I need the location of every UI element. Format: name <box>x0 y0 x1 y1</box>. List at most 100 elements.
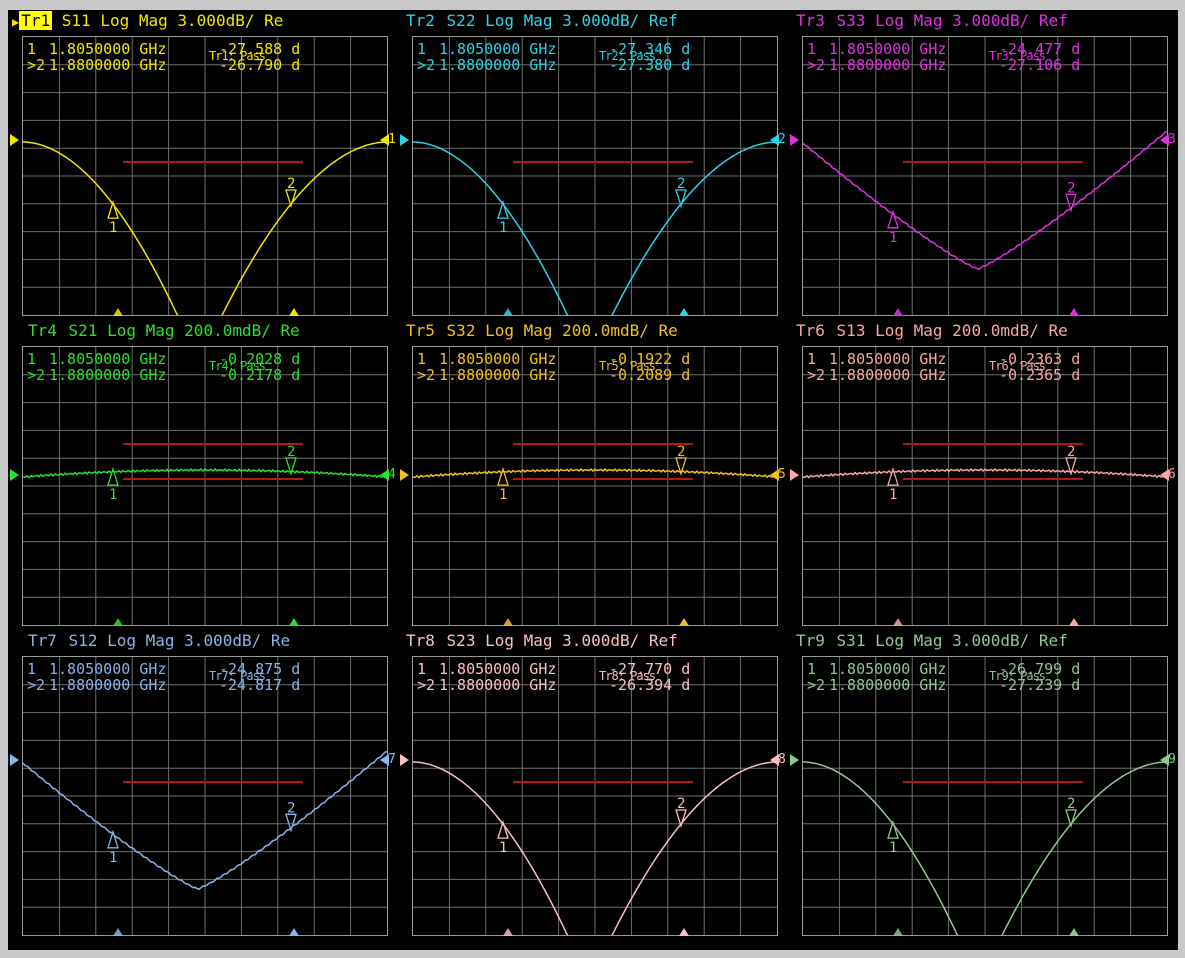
trace-tag[interactable]: Tr6 <box>796 321 825 340</box>
reference-left-arrow-icon[interactable] <box>10 754 19 766</box>
reference-left-arrow-icon[interactable] <box>400 469 409 481</box>
marker-number: 2 <box>1067 796 1075 812</box>
scale-label: 200.0mdB/ <box>952 321 1039 340</box>
trace-title[interactable]: Tr4 S21 Log Mag 200.0mdB/ Re <box>8 320 300 342</box>
marker-frequency: 1.8800000 GHz <box>829 367 947 383</box>
marker-readout-1: 1 1.8050000 GHz -24.477 d <box>803 41 1167 57</box>
trace-panel-tr4[interactable]: Tr4 S21 Log Mag 200.0mdB/ Re 1 2 1 1.8050000… <box>8 320 396 628</box>
trace-line <box>23 750 387 891</box>
trace-panel-tr1[interactable]: ▶ Tr1 S11 Log Mag 3.000dB/ Re 1 2 1 1.8050000… <box>8 10 396 318</box>
stimulus-marker-2-icon[interactable] <box>679 308 689 316</box>
marker-frequency: 1.8050000 GHz <box>49 661 167 677</box>
reference-right-arrow-icon[interactable] <box>380 469 389 481</box>
trace-title[interactable]: ▶ Tr1 S11 Log Mag 3.000dB/ Re <box>8 10 283 32</box>
marker-2-icon: 2 <box>285 444 297 477</box>
reference-left-arrow-icon[interactable] <box>400 134 409 146</box>
reference-right-arrow-icon[interactable] <box>1160 754 1169 766</box>
reference-right-arrow-icon[interactable] <box>380 754 389 766</box>
trace-title[interactable]: Tr6 S13 Log Mag 200.0mdB/ Re <box>788 320 1068 342</box>
plot-area[interactable]: 1 2 1 1.8050000 GHz -26.799 d >2 1.8800000 GHz… <box>802 656 1168 936</box>
reference-right-arrow-icon[interactable] <box>770 754 779 766</box>
stimulus-marker-2-icon[interactable] <box>289 928 299 936</box>
trace-title[interactable]: Tr7 S12 Log Mag 3.000dB/ Re <box>8 630 290 652</box>
marker-index: 1 <box>417 661 427 677</box>
trace-title[interactable]: Tr9 S31 Log Mag 3.000dB/ Ref <box>788 630 1068 652</box>
marker-frequency: 1.8050000 GHz <box>829 41 947 57</box>
trace-title[interactable]: Tr8 S23 Log Mag 3.000dB/ Ref <box>398 630 678 652</box>
reference-left-arrow-icon[interactable] <box>10 134 19 146</box>
reference-left-arrow-icon[interactable] <box>790 754 799 766</box>
trace-tag[interactable]: Tr8 <box>406 631 435 650</box>
marker-2-icon: 2 <box>675 176 687 209</box>
reference-left-arrow-icon[interactable] <box>790 134 799 146</box>
marker-readout-1: 1 1.8050000 GHz -27.588 d <box>23 41 387 57</box>
trace-title[interactable]: Tr5 S32 Log Mag 200.0mdB/ Re <box>398 320 678 342</box>
marker-index: >2 <box>417 57 436 73</box>
plot-area[interactable]: 1 2 1 1.8050000 GHz -27.588 d >2 1.8800000 GHz… <box>22 36 388 316</box>
trace-panel-tr6[interactable]: Tr6 S13 Log Mag 200.0mdB/ Re 1 2 1 1.8050000… <box>788 320 1176 628</box>
stimulus-marker-1-icon[interactable] <box>893 618 903 626</box>
trace-line <box>803 761 1167 935</box>
stimulus-marker-2-icon[interactable] <box>289 618 299 626</box>
trace-panel-tr5[interactable]: Tr5 S32 Log Mag 200.0mdB/ Re 1 2 1 1.8050000… <box>398 320 786 628</box>
reference-left-arrow-icon[interactable] <box>400 754 409 766</box>
stimulus-marker-2-icon[interactable] <box>679 928 689 936</box>
stimulus-marker-2-icon[interactable] <box>1069 618 1079 626</box>
stimulus-marker-1-icon[interactable] <box>113 618 123 626</box>
trace-tag[interactable]: Tr3 <box>796 11 825 30</box>
reference-right-arrow-icon[interactable] <box>770 134 779 146</box>
plot-area[interactable]: 1 2 1 1.8050000 GHz -0.2363 d >2 1.8800000 GHz… <box>802 346 1168 626</box>
trace-end-label: 4 <box>388 467 396 482</box>
stimulus-marker-1-icon[interactable] <box>503 928 513 936</box>
trace-panel-tr9[interactable]: Tr9 S31 Log Mag 3.000dB/ Ref 1 2 1 1.8050000… <box>788 630 1176 938</box>
format-label: Log Mag <box>100 11 168 30</box>
reference-right-arrow-icon[interactable] <box>1160 134 1169 146</box>
plot-area[interactable]: 1 2 1 1.8050000 GHz -27.770 d >2 1.8800000 GHz… <box>412 656 778 936</box>
stimulus-marker-1-icon[interactable] <box>113 928 123 936</box>
stimulus-marker-1-icon[interactable] <box>503 308 513 316</box>
plot-area[interactable]: 1 2 1 1.8050000 GHz -24.477 d >2 1.8800000 GHz… <box>802 36 1168 316</box>
marker-1-icon: 1 <box>887 209 899 246</box>
marker-readout-1: 1 1.8050000 GHz -27.770 d <box>413 661 777 677</box>
stimulus-marker-1-icon[interactable] <box>503 618 513 626</box>
reference-right-arrow-icon[interactable] <box>380 134 389 146</box>
marker-index: 1 <box>807 41 817 57</box>
marker-index: >2 <box>27 57 46 73</box>
trace-tag[interactable]: Tr1 <box>19 11 53 30</box>
ref-label: Re <box>264 11 284 30</box>
trace-panel-tr3[interactable]: Tr3 S33 Log Mag 3.000dB/ Ref 1 2 1 1.8050000… <box>788 10 1176 318</box>
trace-panel-tr8[interactable]: Tr8 S23 Log Mag 3.000dB/ Ref 1 2 1 1.8050000… <box>398 630 786 938</box>
trace-end-label: 1 <box>388 132 396 147</box>
trace-tag[interactable]: Tr7 <box>28 631 57 650</box>
stimulus-marker-2-icon[interactable] <box>289 308 299 316</box>
trace-panel-tr2[interactable]: Tr2 S22 Log Mag 3.000dB/ Ref 1 2 1 1.8050000… <box>398 10 786 318</box>
ref-label: Ref <box>648 631 678 650</box>
plot-area[interactable]: 1 2 1 1.8050000 GHz -27.346 d >2 1.8800000 GHz… <box>412 36 778 316</box>
trace-panel-tr7[interactable]: Tr7 S12 Log Mag 3.000dB/ Re 1 2 1 1.8050000 … <box>8 630 396 938</box>
plot-area[interactable]: 1 2 1 1.8050000 GHz -0.1922 d >2 1.8800000 GHz… <box>412 346 778 626</box>
stimulus-marker-2-icon[interactable] <box>679 618 689 626</box>
trace-tag[interactable]: Tr5 <box>406 321 435 340</box>
trace-end-label: 2 <box>778 132 786 147</box>
stimulus-marker-1-icon[interactable] <box>893 928 903 936</box>
reference-left-arrow-icon[interactable] <box>790 469 799 481</box>
s-parameter: S32 <box>446 321 476 340</box>
ref-label: Ref <box>648 11 678 30</box>
trace-line <box>803 130 1167 271</box>
marker-frequency: 1.8800000 GHz <box>829 677 947 693</box>
trace-tag[interactable]: Tr4 <box>28 321 57 340</box>
stimulus-marker-1-icon[interactable] <box>113 308 123 316</box>
plot-area[interactable]: 1 2 1 1.8050000 GHz -0.2028 d >2 1.8800000 GHz… <box>22 346 388 626</box>
plot-area[interactable]: 1 2 1 1.8050000 GHz -24.875 d >2 1.8800000 GHz… <box>22 656 388 936</box>
trace-title[interactable]: Tr2 S22 Log Mag 3.000dB/ Ref <box>398 10 678 32</box>
reference-right-arrow-icon[interactable] <box>770 469 779 481</box>
trace-tag[interactable]: Tr9 <box>796 631 825 650</box>
trace-title[interactable]: Tr3 S33 Log Mag 3.000dB/ Ref <box>788 10 1068 32</box>
stimulus-marker-1-icon[interactable] <box>893 308 903 316</box>
trace-tag[interactable]: Tr2 <box>406 11 435 30</box>
stimulus-marker-2-icon[interactable] <box>1069 308 1079 316</box>
reference-left-arrow-icon[interactable] <box>10 469 19 481</box>
stimulus-marker-2-icon[interactable] <box>1069 928 1079 936</box>
reference-right-arrow-icon[interactable] <box>1160 469 1169 481</box>
marker-1-icon: 1 <box>887 819 899 856</box>
